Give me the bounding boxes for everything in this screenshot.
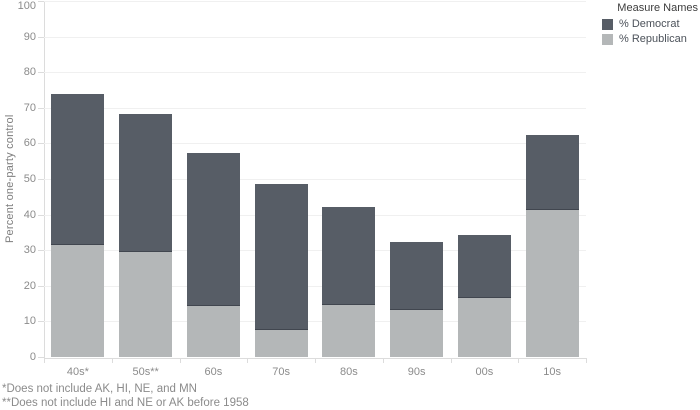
gridline-y-60: [44, 143, 586, 145]
y-tick-mark: [38, 250, 44, 252]
x-tick-mark: [111, 358, 113, 363]
x-tick-mark: [179, 358, 181, 363]
x-tick-mark: [518, 358, 520, 363]
x-axis-label-70s: 70s: [272, 366, 290, 378]
bar-segment-republican-50s**[interactable]: [119, 251, 173, 357]
y-tick-mark: [38, 1, 44, 2]
bar-segment-republican-00s[interactable]: [457, 297, 511, 357]
gridline-y-40: [44, 214, 586, 216]
footnotes: *Does not include AK, HI, NE, and MN **D…: [2, 382, 249, 410]
legend-item-label: % Republican: [619, 33, 687, 45]
bar-40s*[interactable]: [51, 94, 105, 357]
bar-segment-democrat-40s*[interactable]: [51, 94, 105, 245]
gridline-y-10: [44, 321, 586, 323]
y-tick-mark: [38, 179, 44, 180]
y-tick-mark: [38, 357, 44, 358]
footnote-1: *Does not include AK, HI, NE, and MN: [2, 383, 197, 395]
y-tick-label-20: 20: [23, 279, 36, 292]
x-tick-mark: [586, 358, 587, 363]
y-tick-label-30: 30: [23, 244, 36, 257]
x-axis-label-40s*: 40s*: [66, 366, 89, 378]
y-tick-label-100: 100: [17, 0, 36, 12]
gridline-y-30: [44, 250, 586, 252]
bar-segment-democrat-70s[interactable]: [254, 184, 308, 331]
y-tick-label-50: 50: [23, 173, 36, 185]
gridline-y-20: [44, 285, 586, 287]
y-tick-mark: [38, 72, 44, 74]
y-tick-label-80: 80: [23, 66, 36, 79]
bar-60s[interactable]: [186, 153, 240, 357]
legend: Measure Names % Democrat % Republican: [594, 2, 698, 45]
legend-title: Measure Names: [617, 2, 698, 14]
bar-segment-democrat-10s[interactable]: [525, 135, 579, 210]
y-tick-label-60: 60: [23, 137, 36, 150]
x-tick-mark: [247, 358, 249, 363]
y-tick-mark: [38, 214, 44, 216]
y-tick-mark: [38, 107, 44, 109]
y-tick-label-40: 40: [23, 208, 36, 221]
bar-10s[interactable]: [525, 135, 579, 357]
bar-segment-republican-40s*[interactable]: [51, 244, 105, 357]
bar-00s[interactable]: [457, 234, 511, 357]
y-tick-label-70: 70: [23, 101, 36, 114]
republican-color-swatch-icon: [602, 33, 613, 45]
x-axis-label-00s: 00s: [475, 366, 494, 378]
y-tick-mark: [38, 321, 44, 323]
gridline-y-50: [44, 179, 586, 180]
x-tick-mark: [315, 358, 316, 363]
bar-segment-republican-90s[interactable]: [390, 310, 444, 357]
plot-area: [44, 1, 586, 357]
x-axis-label-90s: 90s: [407, 366, 426, 378]
democrat-color-swatch-icon: [602, 18, 613, 30]
bar-segment-republican-10s[interactable]: [525, 209, 579, 357]
bar-80s[interactable]: [322, 206, 376, 357]
gridline-y-80: [44, 72, 586, 74]
bar-segment-democrat-80s[interactable]: [322, 206, 376, 306]
x-tick-mark: [450, 358, 452, 363]
legend-item-label: % Democrat: [619, 18, 680, 30]
legend-item-republican[interactable]: % Republican: [602, 33, 698, 45]
y-tick-mark: [38, 285, 44, 287]
footnote-2: **Does not include HI and NE or AK befor…: [2, 397, 249, 409]
legend-item-democrat[interactable]: % Democrat: [602, 18, 698, 30]
bar-segment-democrat-00s[interactable]: [457, 234, 511, 298]
x-tick-mark: [382, 358, 384, 363]
bar-segment-republican-70s[interactable]: [254, 330, 308, 357]
bar-segment-democrat-90s[interactable]: [390, 242, 444, 311]
bar-segment-democrat-50s**[interactable]: [119, 114, 173, 252]
bar-90s[interactable]: [390, 242, 444, 357]
y-tick-label-90: 90: [23, 30, 36, 43]
y-tick-label-0: 0: [29, 351, 36, 363]
x-tick-mark: [44, 358, 45, 363]
y-tick-label-10: 10: [23, 315, 36, 328]
y-tick-mark: [38, 143, 44, 145]
x-axis-label-10s: 10s: [543, 366, 561, 378]
gridline-y-70: [44, 107, 586, 109]
bar-segment-republican-60s[interactable]: [186, 306, 240, 357]
gridline-y-100: [44, 1, 586, 2]
y-tick-mark: [38, 36, 44, 38]
bar-70s[interactable]: [254, 184, 308, 357]
bar-segment-republican-80s[interactable]: [322, 305, 376, 357]
x-axis-label-80s: 80s: [340, 366, 358, 378]
bar-segment-democrat-60s[interactable]: [186, 153, 240, 307]
x-axis-label-50s**: 50s**: [132, 366, 159, 378]
gridline-y-90: [44, 36, 586, 38]
bar-50s**[interactable]: [119, 114, 173, 357]
x-axis-label-60s: 60s: [204, 366, 223, 378]
